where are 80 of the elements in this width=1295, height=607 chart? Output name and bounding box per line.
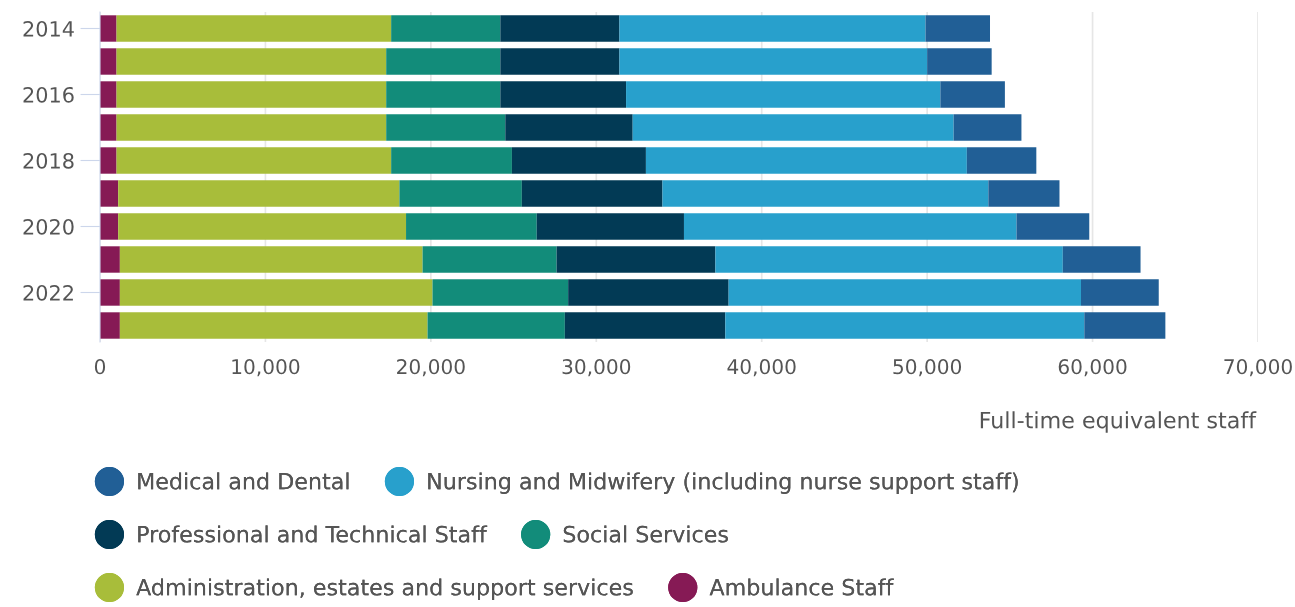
bar xyxy=(386,48,501,75)
bar xyxy=(119,246,423,273)
bar xyxy=(568,279,729,306)
x-tick-label: 60,000 xyxy=(1058,359,1127,377)
bar xyxy=(406,213,537,240)
legend-label: Social Services xyxy=(563,525,728,543)
bar xyxy=(619,48,928,75)
bar xyxy=(100,246,120,273)
bar xyxy=(715,246,1063,273)
x-axis-title: Full-time equivalent staff xyxy=(980,411,1257,433)
legend-label: Professional and Technical Staff xyxy=(138,525,488,543)
legend-label: Ambulance Staff xyxy=(709,578,894,596)
y-tick-label: 2014 xyxy=(23,20,74,37)
bar xyxy=(427,312,565,339)
bar xyxy=(536,213,684,240)
bar xyxy=(725,312,1085,339)
bar xyxy=(119,279,433,306)
bar xyxy=(953,114,1022,141)
bar xyxy=(1016,213,1090,240)
x-tick-label: 40,000 xyxy=(727,359,796,377)
bar xyxy=(645,147,967,174)
bar xyxy=(662,180,989,207)
x-tick-label: 50,000 xyxy=(893,359,962,377)
bar xyxy=(500,48,620,75)
bar xyxy=(1084,312,1166,339)
bar xyxy=(927,48,992,75)
bar xyxy=(632,114,954,141)
bar xyxy=(116,114,387,141)
bar xyxy=(116,15,392,42)
x-tick-label: 30,000 xyxy=(562,359,631,377)
bar xyxy=(391,147,512,174)
y-tick-label: 2016 xyxy=(23,86,74,103)
x-tick-label: 70,000 xyxy=(1224,359,1292,377)
bar xyxy=(626,81,941,108)
bar xyxy=(100,147,117,174)
x-tick-label: 20,000 xyxy=(397,359,465,377)
bar xyxy=(116,81,387,108)
bar xyxy=(399,180,522,207)
legend-label: Nursing and Midwifery (including nurse support staff) xyxy=(428,472,1018,494)
y-tick-label: 2020 xyxy=(23,218,74,235)
bar xyxy=(966,147,1037,174)
bar xyxy=(391,15,501,42)
y-tick-label: 2022 xyxy=(23,284,73,301)
bar xyxy=(505,114,633,141)
bar xyxy=(386,114,506,141)
bar xyxy=(422,246,557,273)
bar xyxy=(500,81,627,108)
bar xyxy=(100,81,117,108)
legend-label: Medical and Dental xyxy=(138,472,349,490)
bar xyxy=(386,81,501,108)
x-tick-label: 0 xyxy=(94,359,106,375)
legend-label: Administration, estates and support services xyxy=(136,578,633,600)
bar xyxy=(100,48,117,75)
bar xyxy=(564,312,726,339)
y-tick-label: 2018 xyxy=(23,152,74,169)
bar xyxy=(940,81,1005,108)
bar xyxy=(100,114,117,141)
bar xyxy=(432,279,569,306)
bar xyxy=(521,180,663,207)
bar xyxy=(100,279,120,306)
bar xyxy=(100,15,117,42)
bar xyxy=(728,279,1081,306)
x-tick-label: 10,000 xyxy=(232,359,300,377)
bar xyxy=(118,180,400,207)
bar xyxy=(925,15,991,42)
bar xyxy=(100,180,119,207)
bar xyxy=(118,213,407,240)
bar xyxy=(1062,246,1141,273)
bar xyxy=(683,213,1017,240)
bar xyxy=(511,147,646,174)
bar xyxy=(100,213,119,240)
bar xyxy=(116,147,392,174)
bar xyxy=(119,312,428,339)
bar xyxy=(988,180,1060,207)
bar xyxy=(100,312,120,339)
bar xyxy=(556,246,716,273)
bar xyxy=(500,15,620,42)
bar xyxy=(1080,279,1159,306)
bar xyxy=(116,48,387,75)
bar xyxy=(619,15,926,42)
